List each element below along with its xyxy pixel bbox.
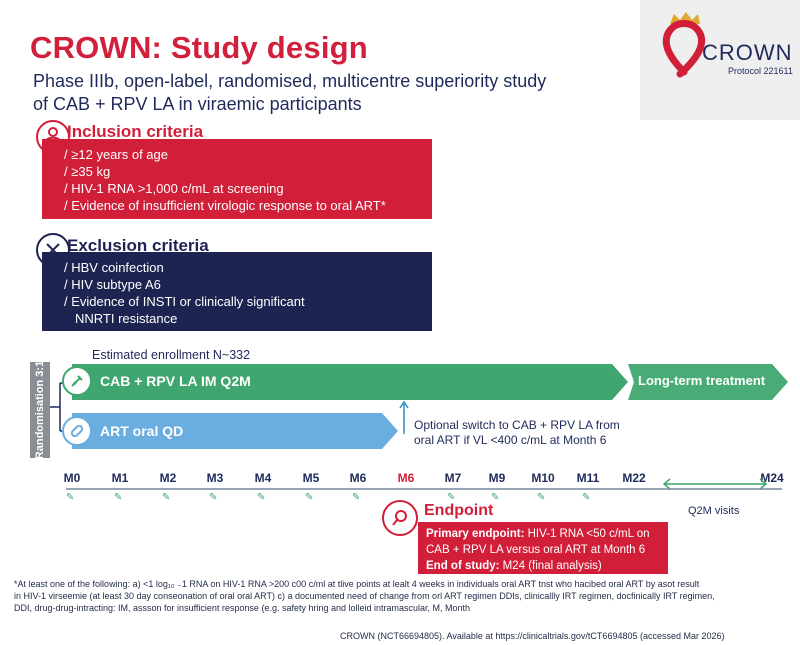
inclusion-item: / HIV-1 RNA >1,000 c/mL at screening bbox=[64, 181, 284, 196]
exclusion-item: NNRTI resistance bbox=[75, 311, 178, 326]
inclusion-box: / ≥12 years of age / ≥35 kg / HIV-1 RNA … bbox=[42, 139, 432, 219]
exclusion-item: / Evidence of INSTI or clinically signif… bbox=[64, 294, 305, 309]
injection-icon: ✎ bbox=[582, 492, 591, 503]
injection-icon: ✎ bbox=[447, 492, 456, 503]
timeline-tick-label: M11 bbox=[576, 471, 600, 485]
injection-icon: ✎ bbox=[491, 492, 500, 503]
randomisation-label: Randomisation 3:1 bbox=[34, 360, 46, 460]
switch-note: Optional switch to CAB + RPV LA from ora… bbox=[414, 418, 620, 447]
injection-icon: ✎ bbox=[352, 492, 361, 503]
arm1-arrow bbox=[72, 364, 788, 400]
page-title: CROWN: Study design bbox=[30, 30, 368, 65]
syringe-icon bbox=[62, 366, 92, 396]
q2m-range-arrow bbox=[662, 478, 768, 490]
injection-icon: ✎ bbox=[257, 492, 266, 503]
inclusion-item: / Evidence of insufficient virologic res… bbox=[64, 198, 386, 213]
timeline-tick-label: M1 bbox=[111, 471, 129, 485]
endpoint-title: Endpoint bbox=[424, 502, 494, 519]
timeline-tick-label: M4 bbox=[254, 471, 272, 485]
arm1-label: CAB + RPV LA IM Q2M bbox=[100, 373, 251, 389]
injection-icon: ✎ bbox=[537, 492, 546, 503]
arm1-extension-label: Long-term treatment bbox=[638, 373, 766, 388]
timeline-tick-label: M2 bbox=[159, 471, 177, 485]
subtitle-line-2: of CAB + RPV LA in viraemic participants bbox=[33, 94, 362, 114]
timeline-tick-label: M9 bbox=[488, 471, 506, 485]
arm2-label: ART oral QD bbox=[100, 423, 184, 439]
page-subtitle: Phase IIIb, open-label, randomised, mult… bbox=[33, 70, 593, 116]
timeline-tick-label: M24 bbox=[760, 471, 784, 485]
inclusion-item: / ≥12 years of age bbox=[64, 147, 168, 162]
crown-ribbon-logo-icon bbox=[662, 12, 705, 78]
q2m-label: Q2M visits bbox=[688, 505, 740, 517]
timeline-tick-label: M6 bbox=[397, 471, 415, 485]
timeline-axis bbox=[66, 488, 782, 490]
pill-icon bbox=[62, 416, 92, 446]
magnifier-icon bbox=[382, 500, 418, 536]
inclusion-item: / ≥35 kg bbox=[64, 164, 111, 179]
timeline-tick-label: M0 bbox=[63, 471, 81, 485]
inclusion-title: Inclusion criteria bbox=[67, 122, 204, 141]
exclusion-item: / HBV coinfection bbox=[64, 260, 164, 275]
timeline-tick-label: M3 bbox=[206, 471, 224, 485]
logo-name: CROWN bbox=[702, 40, 793, 65]
enrollment-text: Estimated enrollment N~332 bbox=[92, 348, 251, 362]
exclusion-title: Exclusion criteria bbox=[67, 236, 209, 255]
footnote: *At least one of the following: a) <1 lo… bbox=[14, 579, 715, 613]
citation: CROWN (NCT66694805). Available at https:… bbox=[340, 631, 725, 641]
subtitle-line-1: Phase IIIb, open-label, randomised, mult… bbox=[33, 71, 547, 91]
injection-icon: ✎ bbox=[66, 492, 75, 503]
timeline-tick-label: M7 bbox=[444, 471, 462, 485]
logo-panel: CROWN Protocol 221611 bbox=[640, 0, 800, 120]
arm2-arrow bbox=[72, 413, 398, 449]
logo-protocol: Protocol 221611 bbox=[728, 66, 793, 76]
injection-icon: ✎ bbox=[305, 492, 314, 503]
timeline-tick-label: M10 bbox=[531, 471, 555, 485]
switch-arrow-icon bbox=[399, 400, 409, 434]
injection-icon: ✎ bbox=[209, 492, 218, 503]
timeline-tick-label: M22 bbox=[622, 471, 646, 485]
randomisation-bar: Randomisation 3:1 bbox=[30, 360, 50, 460]
exclusion-box: / HBV coinfection / HIV subtype A6 / Evi… bbox=[42, 252, 432, 331]
endpoint-box: Primary endpoint: HIV-1 RNA <50 c/mL on … bbox=[418, 522, 668, 574]
exclusion-item: / HIV subtype A6 bbox=[64, 277, 161, 292]
injection-icon: ✎ bbox=[162, 492, 171, 503]
timeline-tick-label: M6 bbox=[349, 471, 367, 485]
branch-lines bbox=[50, 382, 72, 432]
timeline-tick-label: M5 bbox=[302, 471, 320, 485]
injection-icon: ✎ bbox=[114, 492, 123, 503]
